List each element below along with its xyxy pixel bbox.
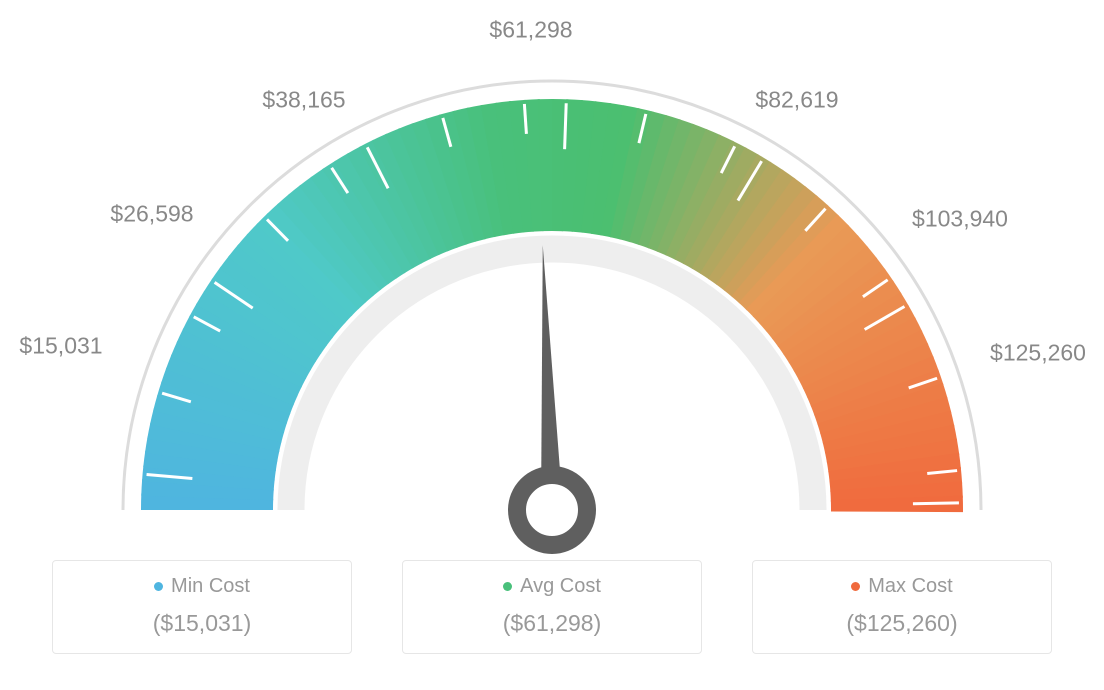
dot-icon-max xyxy=(851,582,860,591)
legend-min-value: ($15,031) xyxy=(63,610,341,637)
legend-min-label: Min Cost xyxy=(171,575,250,598)
legend-max-title: Max Cost xyxy=(763,575,1041,598)
gauge-tick-label: $82,619 xyxy=(755,87,838,114)
gauge-tick-label: $125,260 xyxy=(990,340,1086,367)
legend-min-title: Min Cost xyxy=(63,575,341,598)
legend-min: Min Cost ($15,031) xyxy=(52,560,352,654)
legend-avg: Avg Cost ($61,298) xyxy=(402,560,702,654)
legend-row: Min Cost ($15,031) Avg Cost ($61,298) Ma… xyxy=(0,560,1104,654)
legend-max-value: ($125,260) xyxy=(763,610,1041,637)
gauge-labels-layer: $15,031 $26,598 $38,165 $61,298 $82,619 $103,… xyxy=(0,0,1104,560)
gauge-tick-label: $15,031 xyxy=(19,333,102,360)
legend-max-label: Max Cost xyxy=(868,575,952,598)
gauge-tick-label: $103,940 xyxy=(912,206,1008,233)
gauge-tick-label: $26,598 xyxy=(110,201,193,228)
gauge-chart: $15,031 $26,598 $38,165 $61,298 $82,619 $103,… xyxy=(0,0,1104,560)
gauge-tick-label: $61,298 xyxy=(489,17,572,44)
legend-avg-title: Avg Cost xyxy=(413,575,691,598)
gauge-tick-label: $38,165 xyxy=(262,87,345,114)
legend-avg-label: Avg Cost xyxy=(520,575,601,598)
dot-icon-min xyxy=(154,582,163,591)
legend-avg-value: ($61,298) xyxy=(413,610,691,637)
legend-max: Max Cost ($125,260) xyxy=(752,560,1052,654)
dot-icon-avg xyxy=(503,582,512,591)
